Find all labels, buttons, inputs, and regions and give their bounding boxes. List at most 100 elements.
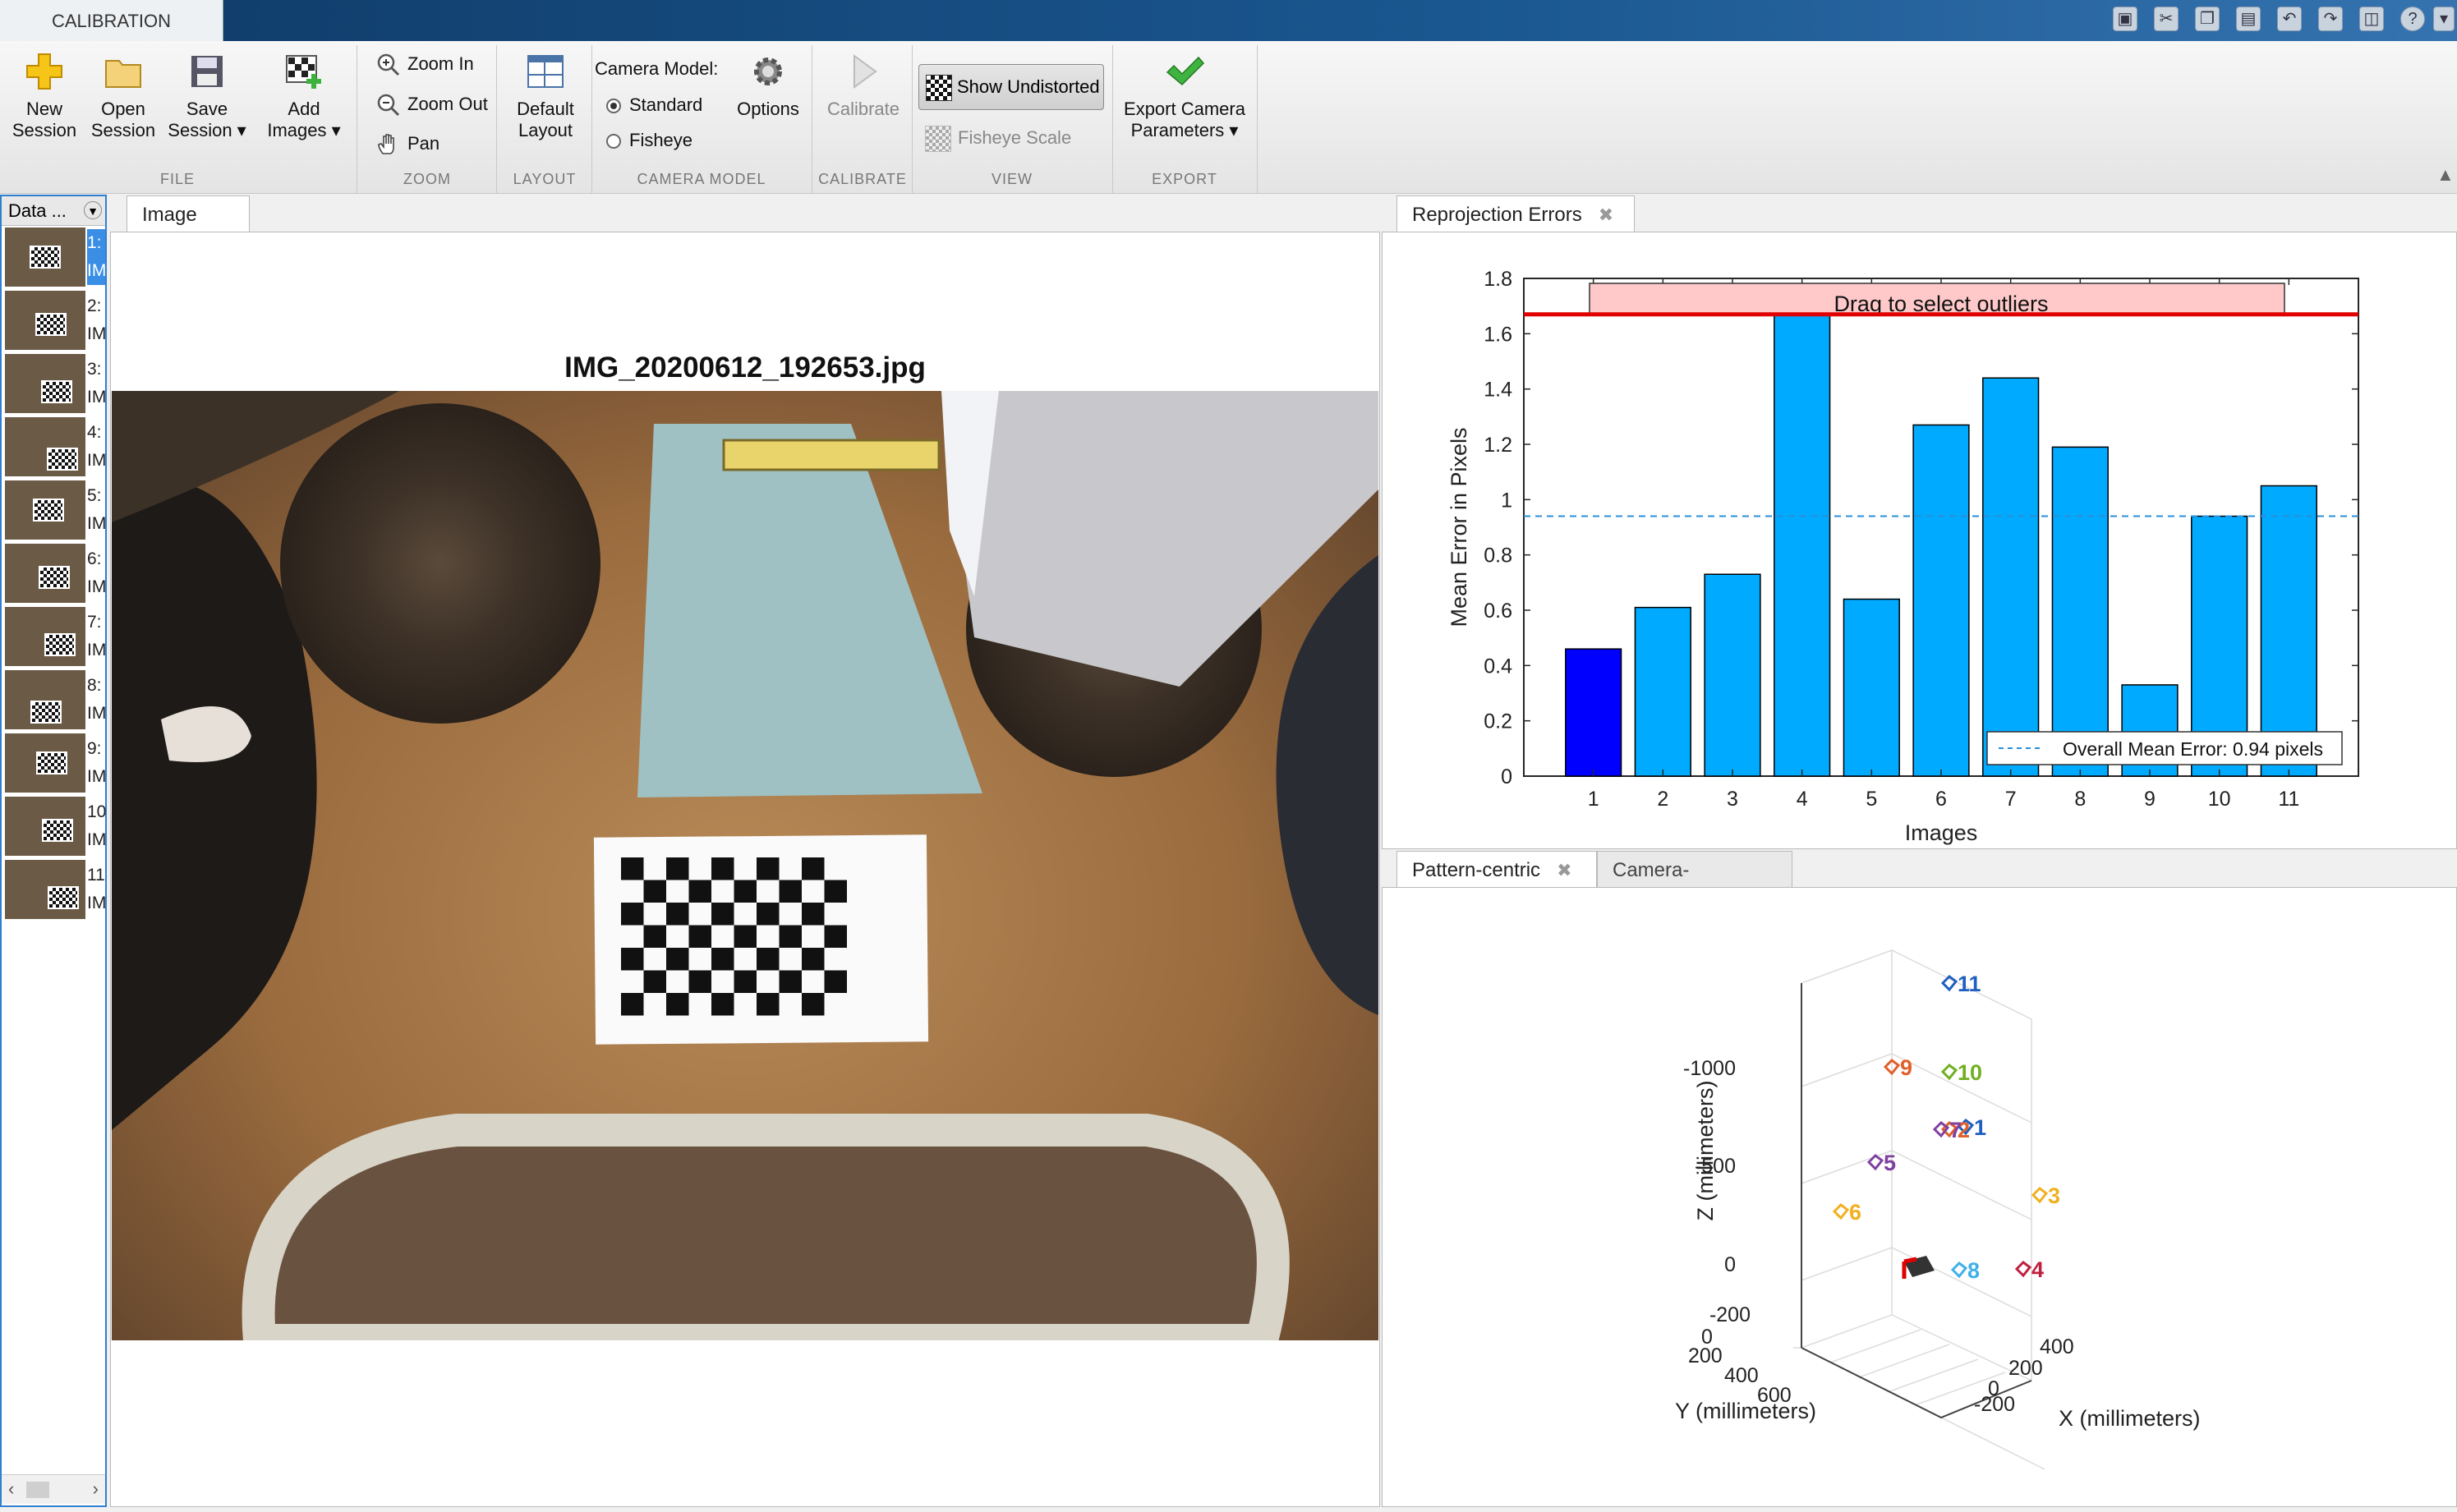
tab-camera-centric[interactable]: Camera-centric✖ xyxy=(1597,851,1792,919)
zoom-out-icon xyxy=(377,94,400,117)
thumbnail-image[interactable] xyxy=(5,291,85,350)
calibration-photo xyxy=(112,391,1378,1340)
error-bar[interactable] xyxy=(1982,377,2040,777)
add-images-label-1: Add xyxy=(288,99,320,119)
new-session-button[interactable]: New Session xyxy=(7,51,82,141)
export-camera-parameters-button[interactable]: Export Camera Parameters ▾ xyxy=(1119,51,1250,141)
checker-square xyxy=(688,880,711,903)
thumbnail-image[interactable] xyxy=(5,607,85,666)
data-browser-header[interactable]: Data ... ▼ xyxy=(2,196,105,226)
show-undistorted-toggle[interactable]: Show Undistorted xyxy=(918,64,1104,110)
copy-icon[interactable]: ❐ xyxy=(2195,7,2220,31)
error-bar[interactable] xyxy=(1704,573,1761,777)
thumbnail-image[interactable] xyxy=(5,670,85,729)
thumbnail-image[interactable] xyxy=(5,733,85,793)
redo-icon[interactable]: ↷ xyxy=(2318,7,2343,31)
thumbnail-checkerboard xyxy=(42,819,73,842)
calibrate-button[interactable]: Calibrate xyxy=(818,51,909,120)
chair-back xyxy=(242,1114,1290,1340)
pan-button[interactable]: Pan xyxy=(376,127,439,160)
tab-image[interactable]: Image xyxy=(127,195,250,233)
close-icon[interactable]: ✖ xyxy=(1598,205,1614,225)
camera-marker[interactable] xyxy=(1940,975,1958,992)
thumbnail-label[interactable]: 7: IM xyxy=(87,609,106,664)
chevron-down-icon[interactable]: ▼ xyxy=(84,201,102,219)
tab-pattern-centric[interactable]: Pattern-centric ✖ xyxy=(1396,851,1597,889)
thumbnail-image[interactable] xyxy=(5,797,85,856)
save-session-button[interactable]: Save Session ▾ xyxy=(164,51,250,141)
scroll-right-icon[interactable]: › xyxy=(92,1478,99,1499)
camera-marker[interactable] xyxy=(1940,1064,1958,1081)
thumbnail-image[interactable] xyxy=(5,544,85,603)
fisheye-scale-button[interactable]: Fisheye Scale xyxy=(925,122,1071,154)
camera-marker[interactable] xyxy=(2031,1187,2049,1204)
camera-marker[interactable] xyxy=(1940,1121,1958,1138)
horizontal-scrollbar[interactable]: ‹ › xyxy=(2,1474,105,1504)
thumbnail-label[interactable]: 3: IM xyxy=(87,356,106,411)
error-bar[interactable] xyxy=(1912,424,1970,777)
camera-marker[interactable] xyxy=(1832,1203,1850,1220)
separator xyxy=(496,45,497,193)
checker-square xyxy=(757,857,780,880)
thumbnail-image[interactable] xyxy=(5,417,85,476)
tab-reprojection-errors[interactable]: Reprojection Errors ✖ xyxy=(1396,195,1635,233)
thumbnail-label[interactable]: 1: IM xyxy=(87,229,106,285)
collapse-toolstrip-icon[interactable]: ▲ xyxy=(2436,164,2455,185)
cut-icon[interactable]: ✂ xyxy=(2154,7,2179,31)
thumbnail-label[interactable]: 11 IM xyxy=(87,862,106,917)
dropdown-icon[interactable]: ▾ xyxy=(2433,7,2455,31)
paste-icon[interactable]: ▤ xyxy=(2236,7,2261,31)
thumbnail-image[interactable] xyxy=(5,354,85,413)
camera-marker[interactable] xyxy=(1883,1059,1901,1076)
camera-label: 7 xyxy=(1949,1118,1962,1142)
add-images-button[interactable]: Add Images ▾ xyxy=(261,51,347,141)
thumbnail-image[interactable] xyxy=(5,227,85,287)
calibration-image[interactable] xyxy=(112,391,1378,1340)
default-layout-button[interactable]: Default Layout xyxy=(503,51,588,141)
camera-marker[interactable] xyxy=(1950,1262,1968,1279)
thumbnail-label[interactable]: 4: IM xyxy=(87,419,106,475)
tab-calibration[interactable]: CALIBRATION xyxy=(0,0,223,43)
checkerboard-icon xyxy=(926,75,952,101)
thumbnail-label[interactable]: 5: IM xyxy=(87,482,106,538)
scroll-thumb[interactable] xyxy=(26,1482,49,1498)
camera-marker[interactable] xyxy=(2014,1261,2032,1278)
zoom-out-button[interactable]: Zoom Out xyxy=(376,88,488,121)
thumbnail-label[interactable]: 9: IM xyxy=(87,735,106,791)
switch-windows-icon[interactable]: ◫ xyxy=(2359,7,2384,31)
undo-icon[interactable]: ↶ xyxy=(2277,7,2302,31)
camera-marker[interactable] xyxy=(1932,1121,1950,1138)
dark-void-right xyxy=(1276,555,1378,1015)
thumbnail-label[interactable]: 2: IM xyxy=(87,292,106,348)
radio-fisheye[interactable]: Fisheye xyxy=(606,124,692,157)
scroll-left-icon[interactable]: ‹ xyxy=(8,1478,15,1499)
thumbnail-checkerboard xyxy=(35,313,67,336)
options-button[interactable]: Options xyxy=(731,51,805,120)
error-bar[interactable] xyxy=(1565,648,1622,777)
x-tick-label: 9 xyxy=(2144,788,2156,811)
add-images-icon xyxy=(286,55,321,89)
thumbnail-image[interactable] xyxy=(5,480,85,540)
chart-bars xyxy=(1565,314,2317,777)
zoom-in-button[interactable]: Zoom In xyxy=(376,48,474,80)
error-bar[interactable] xyxy=(2051,446,2109,777)
save-icon[interactable]: ▣ xyxy=(2113,7,2137,31)
help-icon[interactable]: ? xyxy=(2400,7,2425,31)
camera-marker[interactable] xyxy=(1866,1154,1884,1171)
thumbnail-image[interactable] xyxy=(5,860,85,919)
thumbnail-label[interactable]: 8: IM xyxy=(87,672,106,728)
y-tick-label: 1.8 xyxy=(1484,268,1512,291)
drag-select-band[interactable] xyxy=(1589,283,2285,315)
camera-marker[interactable] xyxy=(1957,1119,1975,1136)
error-bar[interactable] xyxy=(1774,314,1831,777)
radio-standard[interactable]: Standard xyxy=(606,89,702,122)
thumbnail-label[interactable]: 10 IM xyxy=(87,798,106,854)
error-bar[interactable] xyxy=(1634,606,1691,777)
open-session-button[interactable]: Open Session xyxy=(85,51,161,141)
close-icon[interactable]: ✖ xyxy=(1557,860,1572,880)
ceramic-bowl xyxy=(161,706,251,762)
section-label-zoom: ZOOM xyxy=(403,171,451,187)
error-bar[interactable] xyxy=(2260,485,2317,777)
error-bar[interactable] xyxy=(1843,598,1900,777)
thumbnail-label[interactable]: 6: IM xyxy=(87,545,106,601)
